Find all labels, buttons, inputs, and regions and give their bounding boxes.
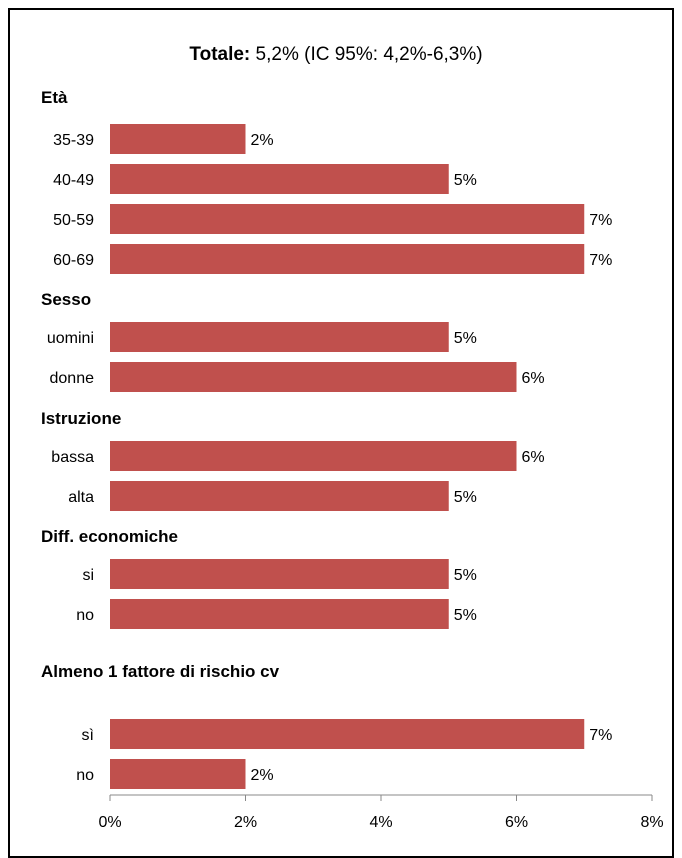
group-header: Istruzione [41,409,121,428]
bar [110,164,449,194]
category-label: 35-39 [53,132,94,149]
data-label: 5% [454,567,477,584]
data-label: 5% [454,330,477,347]
x-tick-label: 4% [369,814,392,831]
category-label: no [76,607,94,624]
bar [110,362,517,392]
data-label: 7% [589,252,612,269]
category-label: no [76,767,94,784]
bar [110,204,585,234]
category-label: bassa [51,449,94,466]
bar [110,759,246,789]
bar [110,441,517,471]
category-label: uomini [47,330,94,347]
data-label: 7% [589,727,612,744]
category-label: 40-49 [53,172,94,189]
category-label: si [82,567,94,584]
category-label: alta [68,489,94,506]
category-label: 60-69 [53,252,94,269]
data-label: 2% [251,767,274,784]
chart-title: Totale: 5,2% (IC 95%: 4,2%-6,3%) [189,44,482,65]
data-label: 2% [251,132,274,149]
group-header: Età [41,88,68,107]
chart-title-bold: Totale: [189,44,250,65]
x-tick-label: 6% [505,814,528,831]
group-header: Sesso [41,290,91,309]
bar [110,124,246,154]
chart-title-rest: 5,2% (IC 95%: 4,2%-6,3%) [250,44,482,65]
category-label: 50-59 [53,212,94,229]
bar [110,599,449,629]
data-label: 7% [589,212,612,229]
x-tick-label: 8% [640,814,663,831]
group-header: Almeno 1 fattore di rischio cv [41,662,280,681]
data-label: 6% [522,370,545,387]
category-label: sì [82,727,94,744]
bar [110,244,585,274]
data-label: 5% [454,607,477,624]
plot-area: Età 35-39 2% 40-49 5% 50-59 7% 60-69 7% Sesso uomi… [41,88,664,831]
bar [110,322,449,352]
category-label: donne [50,370,95,387]
data-label: 5% [454,489,477,506]
bar [110,559,449,589]
x-tick-label: 2% [234,814,257,831]
data-label: 5% [454,172,477,189]
x-tick-label: 0% [98,814,121,831]
data-label: 6% [522,449,545,466]
bar [110,481,449,511]
group-header: Diff. economiche [41,527,178,546]
bar [110,719,585,749]
